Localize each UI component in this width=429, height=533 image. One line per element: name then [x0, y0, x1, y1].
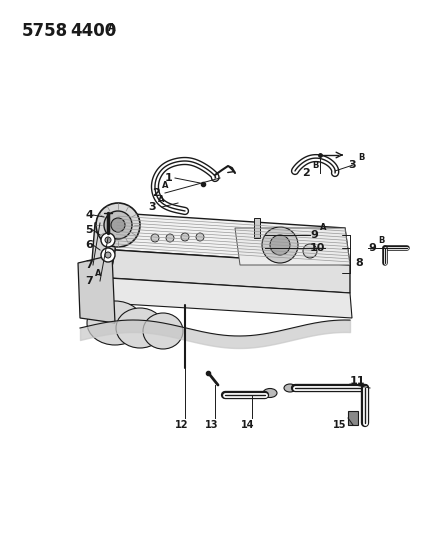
Text: A: A — [162, 181, 169, 190]
Circle shape — [262, 227, 298, 263]
Text: 8: 8 — [355, 258, 363, 268]
Text: 11: 11 — [350, 376, 366, 386]
Text: A: A — [108, 23, 115, 33]
Text: B: B — [358, 153, 364, 162]
Ellipse shape — [87, 301, 143, 345]
Circle shape — [101, 248, 115, 262]
Text: 5: 5 — [85, 225, 93, 235]
Text: 4: 4 — [85, 210, 93, 220]
Text: A: A — [320, 223, 326, 232]
Polygon shape — [110, 250, 350, 293]
Circle shape — [105, 252, 111, 258]
Text: 13: 13 — [205, 420, 219, 430]
Text: 4400: 4400 — [70, 22, 116, 40]
Circle shape — [104, 211, 132, 239]
Text: 14: 14 — [241, 420, 255, 430]
Text: A: A — [158, 195, 164, 204]
Text: 3: 3 — [348, 160, 356, 170]
Text: 10: 10 — [310, 243, 325, 253]
Circle shape — [196, 233, 204, 241]
Ellipse shape — [284, 384, 296, 392]
Polygon shape — [106, 278, 352, 318]
Text: 6: 6 — [85, 240, 93, 250]
Text: 15: 15 — [333, 420, 347, 430]
Text: 5758: 5758 — [22, 22, 68, 40]
Circle shape — [303, 244, 317, 258]
Polygon shape — [235, 228, 350, 265]
Circle shape — [270, 235, 290, 255]
Ellipse shape — [116, 308, 164, 348]
Circle shape — [96, 203, 140, 247]
Text: 2: 2 — [302, 168, 310, 178]
Text: B: B — [312, 161, 318, 170]
Text: 9: 9 — [368, 243, 376, 253]
Text: 7: 7 — [85, 260, 93, 270]
Text: 12: 12 — [175, 420, 189, 430]
Ellipse shape — [143, 313, 183, 349]
Polygon shape — [78, 255, 115, 323]
Text: 1: 1 — [165, 173, 173, 183]
Text: 3: 3 — [148, 202, 156, 212]
Text: 9: 9 — [310, 230, 318, 240]
Circle shape — [101, 233, 115, 247]
Circle shape — [181, 233, 189, 241]
Circle shape — [151, 234, 159, 242]
Polygon shape — [115, 213, 350, 265]
Text: 2: 2 — [152, 188, 160, 198]
Text: A: A — [95, 269, 102, 278]
Ellipse shape — [263, 389, 277, 398]
Text: 7: 7 — [85, 276, 93, 286]
Circle shape — [105, 237, 111, 243]
Text: B: B — [378, 236, 384, 245]
Polygon shape — [92, 213, 118, 278]
Bar — [348, 411, 358, 425]
Circle shape — [166, 234, 174, 242]
Circle shape — [111, 218, 125, 232]
Bar — [254, 218, 260, 238]
